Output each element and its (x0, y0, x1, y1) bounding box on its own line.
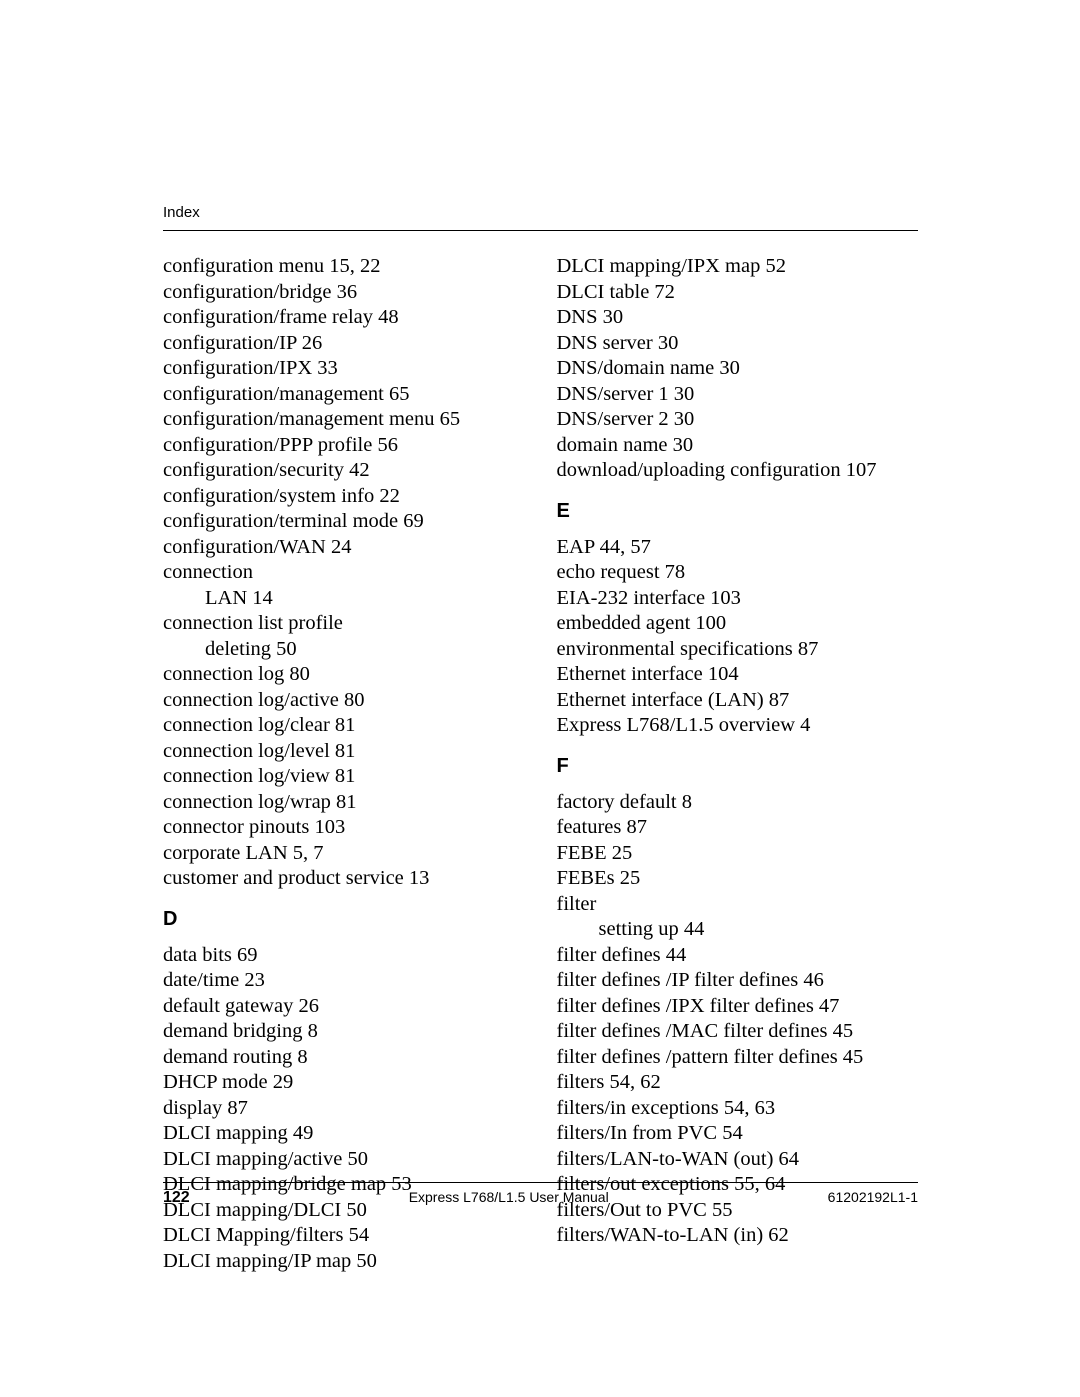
index-entry: connection list profile (163, 611, 525, 637)
index-entry: demand bridging 8 (163, 1019, 525, 1045)
index-entry: FEBE 25 (557, 841, 919, 867)
index-entry: connection log/level 81 (163, 739, 525, 765)
index-letter-heading: F (557, 755, 919, 778)
index-subentry: setting up 44 (557, 917, 919, 943)
index-columns: configuration menu 15, 22configuration/b… (163, 254, 918, 1274)
index-entry: Express L768/L1.5 overview 4 (557, 713, 919, 739)
index-entry: connection log/wrap 81 (163, 790, 525, 816)
index-entry: configuration/management menu 65 (163, 407, 525, 433)
footer-page-number: 122 (163, 1189, 190, 1207)
index-column-left: configuration menu 15, 22configuration/b… (163, 254, 525, 1274)
footer-right-text: 61202192L1-1 (828, 1189, 918, 1205)
index-entry: configuration/security 42 (163, 458, 525, 484)
index-entry: configuration/terminal mode 69 (163, 509, 525, 535)
index-entry: filters/LAN-to-WAN (out) 64 (557, 1147, 919, 1173)
index-entry: filter defines /IP filter defines 46 (557, 968, 919, 994)
index-entry: DLCI mapping/IP map 50 (163, 1249, 525, 1275)
index-entry: DLCI table 72 (557, 280, 919, 306)
index-entry: filters 54, 62 (557, 1070, 919, 1096)
index-entry: configuration/system info 22 (163, 484, 525, 510)
index-entry: default gateway 26 (163, 994, 525, 1020)
index-entry: customer and product service 13 (163, 866, 525, 892)
index-entry: connector pinouts 103 (163, 815, 525, 841)
index-entry: filters/WAN-to-LAN (in) 62 (557, 1223, 919, 1249)
index-entry: connection log/clear 81 (163, 713, 525, 739)
index-entry: filter defines 44 (557, 943, 919, 969)
index-subentry: LAN 14 (163, 586, 525, 612)
index-entry: DNS/server 1 30 (557, 382, 919, 408)
index-entry: Ethernet interface 104 (557, 662, 919, 688)
index-entry: EAP 44, 57 (557, 535, 919, 561)
index-entry: DLCI mapping/IPX map 52 (557, 254, 919, 280)
index-entry: connection (163, 560, 525, 586)
index-entry: DNS 30 (557, 305, 919, 331)
index-entry: echo request 78 (557, 560, 919, 586)
index-entry: DNS server 30 (557, 331, 919, 357)
index-entry: filter defines /pattern filter defines 4… (557, 1045, 919, 1071)
index-entry: configuration/PPP profile 56 (163, 433, 525, 459)
index-entry: EIA-232 interface 103 (557, 586, 919, 612)
index-entry: factory default 8 (557, 790, 919, 816)
index-entry: DNS/server 2 30 (557, 407, 919, 433)
index-entry: DLCI Mapping/filters 54 (163, 1223, 525, 1249)
index-entry: environmental specifications 87 (557, 637, 919, 663)
index-entry: features 87 (557, 815, 919, 841)
footer: 122 Express L768/L1.5 User Manual 612021… (163, 1182, 918, 1207)
index-entry: filter defines /MAC filter defines 45 (557, 1019, 919, 1045)
footer-center-text: Express L768/L1.5 User Manual (409, 1189, 609, 1205)
index-entry: configuration/IPX 33 (163, 356, 525, 382)
footer-rule (163, 1182, 918, 1183)
index-entry: configuration/frame relay 48 (163, 305, 525, 331)
index-entry: FEBEs 25 (557, 866, 919, 892)
index-entry: configuration/bridge 36 (163, 280, 525, 306)
index-entry: connection log 80 (163, 662, 525, 688)
index-entry: data bits 69 (163, 943, 525, 969)
index-subentry: deleting 50 (163, 637, 525, 663)
index-entry: embedded agent 100 (557, 611, 919, 637)
index-entry: DNS/domain name 30 (557, 356, 919, 382)
index-letter-heading: E (557, 500, 919, 523)
index-entry: configuration/IP 26 (163, 331, 525, 357)
footer-row: 122 Express L768/L1.5 User Manual 612021… (163, 1189, 918, 1207)
index-entry: domain name 30 (557, 433, 919, 459)
index-entry: Ethernet interface (LAN) 87 (557, 688, 919, 714)
index-letter-heading: D (163, 908, 525, 931)
index-entry: display 87 (163, 1096, 525, 1122)
index-entry: connection log/active 80 (163, 688, 525, 714)
index-entry: DLCI mapping/active 50 (163, 1147, 525, 1173)
index-entry: filters/in exceptions 54, 63 (557, 1096, 919, 1122)
index-entry: demand routing 8 (163, 1045, 525, 1071)
page: Index configuration menu 15, 22configura… (0, 0, 1080, 1397)
index-entry: DHCP mode 29 (163, 1070, 525, 1096)
index-entry: configuration/management 65 (163, 382, 525, 408)
index-entry: filter (557, 892, 919, 918)
index-entry: DLCI mapping 49 (163, 1121, 525, 1147)
index-entry: download/uploading configuration 107 (557, 458, 919, 484)
index-entry: connection log/view 81 (163, 764, 525, 790)
index-entry: date/time 23 (163, 968, 525, 994)
index-entry: configuration menu 15, 22 (163, 254, 525, 280)
header-rule (163, 230, 918, 231)
index-entry: configuration/WAN 24 (163, 535, 525, 561)
index-entry: filter defines /IPX filter defines 47 (557, 994, 919, 1020)
index-column-right: DLCI mapping/IPX map 52DLCI table 72DNS … (557, 254, 919, 1274)
index-entry: filters/In from PVC 54 (557, 1121, 919, 1147)
header-section-label: Index (163, 204, 200, 221)
index-entry: corporate LAN 5, 7 (163, 841, 525, 867)
